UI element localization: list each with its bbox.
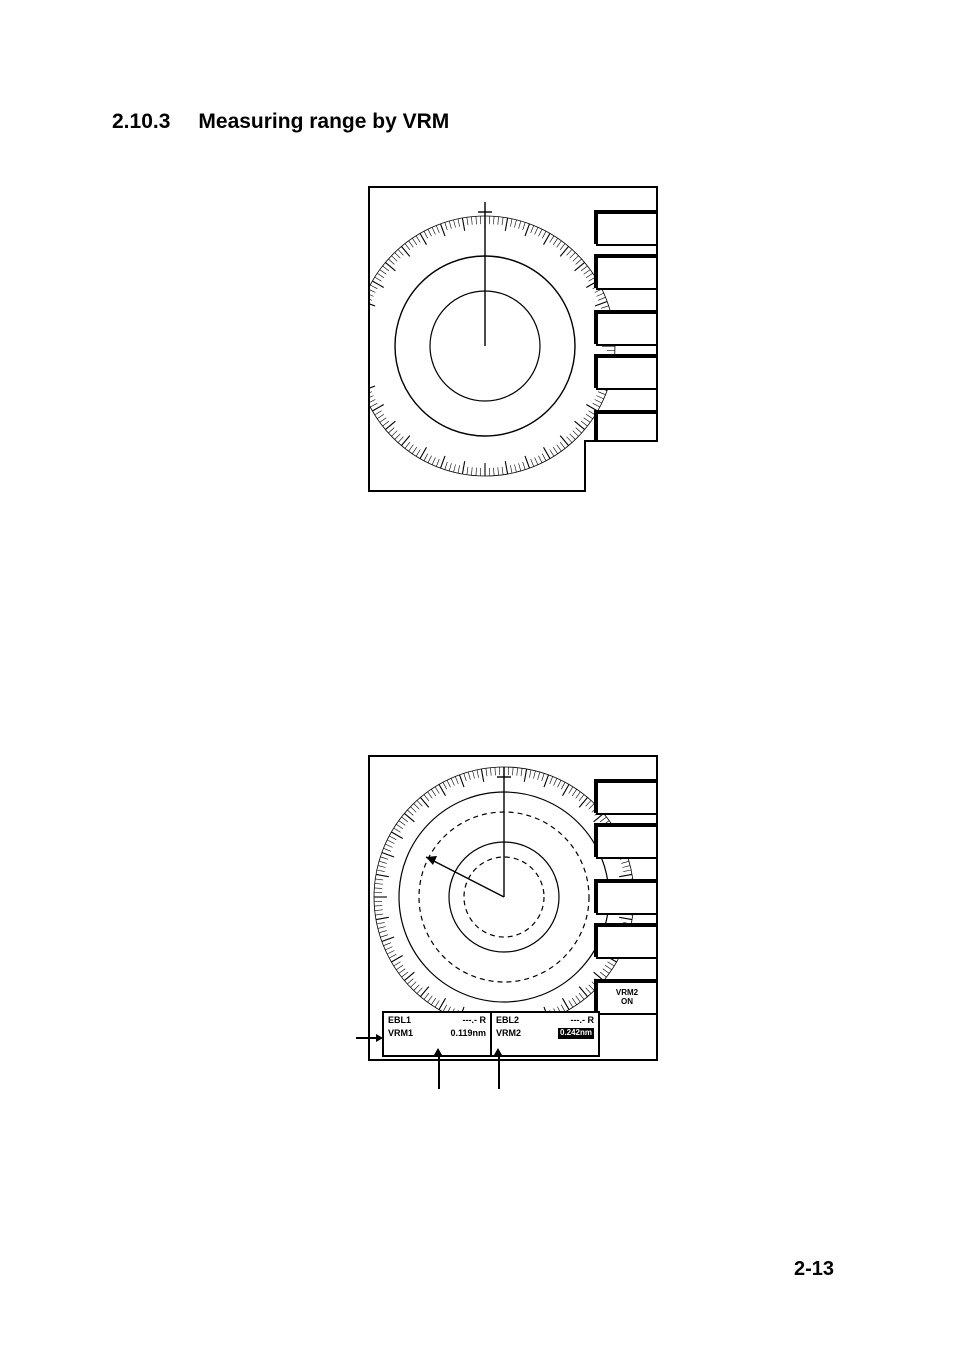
ebl2-value: ---.- R bbox=[571, 1015, 595, 1026]
vrm2-label: VRM2 bbox=[496, 1028, 521, 1039]
section-number: 2.10.3 bbox=[112, 110, 170, 133]
section-title: Measuring range by VRM bbox=[198, 110, 449, 133]
figure-vrm-initial bbox=[368, 186, 658, 492]
callout-arrow-vrm2-line bbox=[498, 1055, 500, 1089]
fig2-softkey-vrm2[interactable]: VRM2 ON bbox=[596, 981, 658, 1015]
callout-arrow-vrm1val-line bbox=[438, 1055, 440, 1089]
callout-arrow-vrm1-head bbox=[376, 1034, 383, 1042]
ebl2-label: EBL2 bbox=[496, 1015, 519, 1026]
fig1-softkey-1[interactable] bbox=[596, 256, 658, 290]
ebl1-label: EBL1 bbox=[388, 1015, 411, 1026]
page-number: 2-13 bbox=[794, 1258, 834, 1281]
fig1-info-box bbox=[584, 440, 658, 492]
vrm1-value: 0.119nm bbox=[450, 1028, 486, 1039]
section-heading: 2.10.3 Measuring range by VRM bbox=[112, 110, 449, 134]
fig2-softkey-2[interactable] bbox=[596, 881, 658, 915]
fig2-softkey-0[interactable] bbox=[596, 781, 658, 815]
callout-arrow-vrm2-head bbox=[494, 1048, 502, 1055]
callout-arrow-vrm1-line bbox=[356, 1037, 378, 1039]
fig2-softkey-3[interactable] bbox=[596, 925, 658, 959]
fig1-softkey-3[interactable] bbox=[596, 356, 658, 390]
fig2-softkey-vrm2-label: VRM2 ON bbox=[616, 989, 638, 1007]
ebl1-value: ---.- R bbox=[463, 1015, 487, 1026]
fig2-softkey-1[interactable] bbox=[596, 825, 658, 859]
fig1-softkey-2[interactable] bbox=[596, 312, 658, 346]
fig1-softkey-0[interactable] bbox=[596, 212, 658, 246]
callout-arrow-vrm1val-head bbox=[434, 1048, 442, 1055]
fig2-readout-col2: EBL2 ---.- R VRM2 0.242nm bbox=[492, 1013, 598, 1055]
fig2-readout-table: EBL1 ---.- R VRM1 0.119nm EBL2 ---.- R V… bbox=[382, 1011, 600, 1057]
vrm2-value-highlight: 0.242nm bbox=[558, 1028, 594, 1039]
figure-vrm-active: VRM2 ON EBL1 ---.- R VRM1 0.119nm EBL2 -… bbox=[368, 755, 658, 1061]
vrm1-label: VRM1 bbox=[388, 1028, 413, 1039]
